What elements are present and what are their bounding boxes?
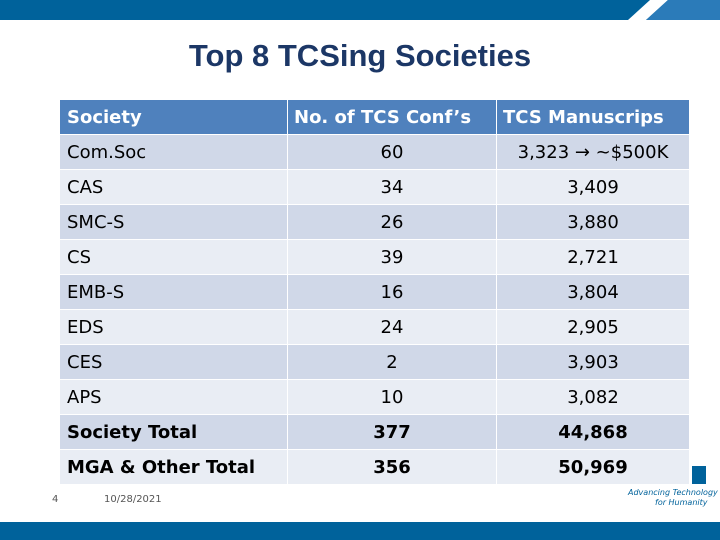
table-cell: APS xyxy=(60,380,288,414)
table-cell: 356 xyxy=(288,450,497,484)
table-cell: Society Total xyxy=(60,415,288,449)
table-cell: 3,323 → ~$500K xyxy=(497,135,690,169)
table-cell: CAS xyxy=(60,170,288,204)
table-row: CAS 34 3,409 xyxy=(60,170,690,205)
table-cell: 26 xyxy=(288,205,497,239)
table-cell: 377 xyxy=(288,415,497,449)
table-cell: CS xyxy=(60,240,288,274)
table-row: MGA & Other Total 356 50,969 xyxy=(60,450,690,485)
table-cell: 50,969 xyxy=(497,450,690,484)
table-cell: 39 xyxy=(288,240,497,274)
top-bar-end xyxy=(646,0,720,20)
table-cell: SMC-S xyxy=(60,205,288,239)
title: Top 8 TCSing Societies xyxy=(188,38,532,73)
table-row: CES 2 3,903 xyxy=(60,345,690,380)
table-row: APS 10 3,082 xyxy=(60,380,690,415)
table-cell: MGA & Other Total xyxy=(60,450,288,484)
date: 10/28/2021 xyxy=(104,494,162,505)
table-row: Com.Soc 60 3,323 → ~$500K xyxy=(60,135,690,170)
table-cell: 2,721 xyxy=(497,240,690,274)
table-row: CS 39 2,721 xyxy=(60,240,690,275)
top-bar xyxy=(0,0,720,20)
table-cell: 2,905 xyxy=(497,310,690,344)
table-row: SMC-S 26 3,880 xyxy=(60,205,690,240)
table-row: Society Total 377 44,868 xyxy=(60,415,690,450)
tagline-1: Advancing Technology xyxy=(628,488,718,497)
header-cell: Society xyxy=(60,100,288,134)
header-cell: TCS Manuscrips xyxy=(497,100,690,134)
table-row: EMB-S 16 3,804 xyxy=(60,275,690,310)
table-cell: EMB-S xyxy=(60,275,288,309)
table-cell: 44,868 xyxy=(497,415,690,449)
top-bar-slant xyxy=(628,0,668,20)
table-cell: 60 xyxy=(288,135,497,169)
table-cell: 16 xyxy=(288,275,497,309)
table-cell: 24 xyxy=(288,310,497,344)
header-row: Society No. of TCS Conf’s TCS Manuscrips xyxy=(60,100,690,135)
page-number: 4 xyxy=(52,494,59,505)
tagline-2: for Humanity xyxy=(655,498,708,507)
table-cell: 10 xyxy=(288,380,497,414)
table-cell: CES xyxy=(60,345,288,379)
table-cell: 2 xyxy=(288,345,497,379)
table-row: EDS 24 2,905 xyxy=(60,310,690,345)
table: Society No. of TCS Conf’s TCS Manuscrips Co… xyxy=(60,100,690,485)
logo-fragment xyxy=(692,466,706,484)
table-cell: 34 xyxy=(288,170,497,204)
table-cell: 3,804 xyxy=(497,275,690,309)
table-cell: 3,082 xyxy=(497,380,690,414)
table-cell: 3,880 xyxy=(497,205,690,239)
header-cell: No. of TCS Conf’s xyxy=(288,100,497,134)
table-cell: EDS xyxy=(60,310,288,344)
table-cell: 3,409 xyxy=(497,170,690,204)
bottom-bar xyxy=(0,522,720,540)
table-cell: 3,903 xyxy=(497,345,690,379)
table-cell: Com.Soc xyxy=(60,135,288,169)
